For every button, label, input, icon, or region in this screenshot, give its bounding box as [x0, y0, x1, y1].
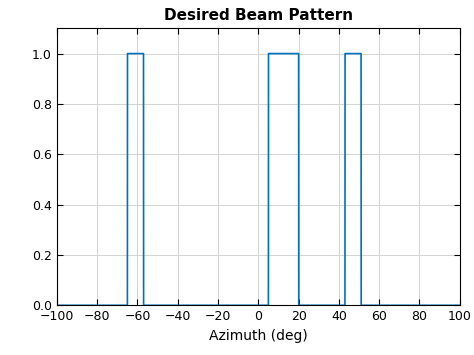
Title: Desired Beam Pattern: Desired Beam Pattern — [164, 8, 353, 23]
X-axis label: Azimuth (deg): Azimuth (deg) — [209, 329, 308, 343]
